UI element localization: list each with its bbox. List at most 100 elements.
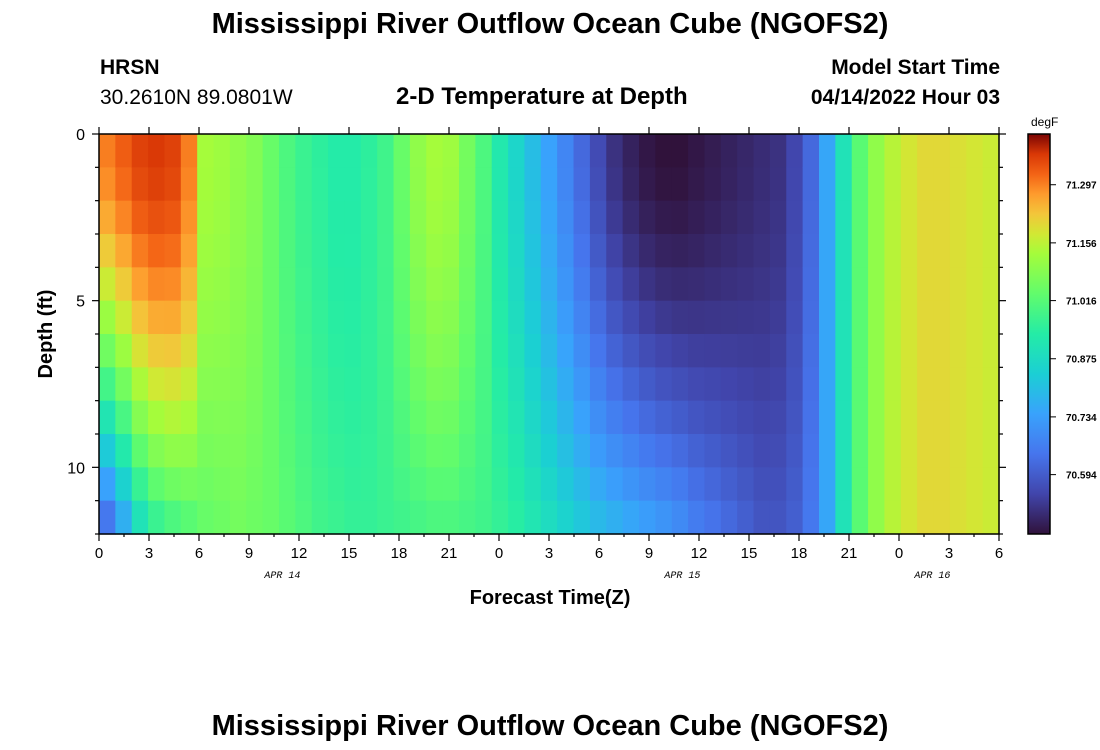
x-tick-label: 21 — [841, 545, 858, 562]
heatmap-cell — [540, 234, 558, 268]
heatmap-cell — [933, 267, 951, 302]
heatmap-cell — [753, 334, 771, 368]
heatmap-cell — [540, 434, 558, 468]
colorbar-ticks: 71.297 71.156 71.016 70.875 70.734 70.594 — [1050, 181, 1097, 482]
heatmap-cell — [360, 167, 378, 202]
heatmap-cell — [262, 400, 280, 435]
heatmap-cell — [753, 167, 771, 202]
heatmap-cell — [704, 334, 722, 368]
heatmap-cell — [655, 167, 673, 202]
heatmap-cell — [949, 267, 967, 302]
heatmap-cell — [229, 334, 247, 368]
heatmap-cell — [180, 500, 198, 535]
y-tick-label: 10 — [67, 460, 85, 477]
heatmap-cell — [802, 300, 820, 335]
heatmap-cell — [573, 200, 591, 235]
heatmap-cell — [377, 167, 395, 202]
heatmap-cell — [868, 434, 886, 468]
heatmap-cell — [671, 300, 689, 335]
heatmap-cell — [295, 334, 313, 368]
heatmap-cell — [884, 300, 902, 335]
y-axis-label: Depth (ft) — [35, 290, 57, 379]
heatmap-cell — [262, 334, 280, 368]
heatmap-cell — [769, 500, 787, 535]
heatmap-cell — [131, 234, 149, 268]
heatmap-cell — [589, 400, 607, 435]
heatmap-cell — [295, 400, 313, 435]
station-name: HRSN — [100, 56, 160, 79]
heatmap-cell — [229, 167, 247, 202]
heatmap-cell — [164, 200, 182, 235]
heatmap-cell — [655, 200, 673, 235]
heatmap-cell — [475, 300, 493, 335]
heatmap-cell — [851, 200, 869, 235]
heatmap-cell — [704, 367, 722, 402]
heatmap-cell — [229, 234, 247, 268]
heatmap-cell — [295, 300, 313, 335]
heatmap-cell — [360, 467, 378, 502]
heatmap-cell — [819, 467, 836, 502]
heatmap-cell — [540, 167, 558, 202]
heatmap-cell — [769, 134, 787, 168]
heatmap-cell — [459, 267, 476, 302]
heatmap-cell — [475, 267, 493, 302]
heatmap-cell — [786, 334, 804, 368]
heatmap-cell — [949, 367, 967, 402]
heatmap-cell — [819, 500, 836, 535]
heatmap-cell — [377, 434, 395, 468]
heatmap-cell — [737, 234, 755, 268]
heatmap-cell — [164, 134, 182, 168]
heatmap-cell — [884, 467, 902, 502]
heatmap-cell — [557, 334, 575, 368]
heatmap-cell — [900, 434, 918, 468]
heatmap-cell — [737, 267, 755, 302]
x-tick-label: 6 — [995, 545, 1003, 562]
heatmap-cell — [851, 134, 869, 168]
heatmap-cell — [802, 467, 820, 502]
heatmap-cell — [246, 334, 264, 368]
heatmap-cell — [933, 434, 951, 468]
heatmap-cell — [115, 234, 133, 268]
date-label: APR 15 — [663, 571, 700, 582]
heatmap-cell — [622, 167, 640, 202]
heatmap-cell — [949, 500, 967, 535]
heatmap-cell — [491, 400, 509, 435]
heatmap-cell — [966, 434, 984, 468]
heatmap-cell — [279, 467, 296, 502]
heatmap-cell — [753, 467, 771, 502]
heatmap-cell — [868, 200, 886, 235]
heatmap-cell — [475, 134, 493, 168]
heatmap-cell — [868, 234, 886, 268]
heatmap-cell — [786, 400, 804, 435]
heatmap-cell — [491, 467, 509, 502]
x-tick-label: 12 — [691, 545, 708, 562]
heatmap-cell — [884, 367, 902, 402]
heatmap-cell — [197, 500, 215, 535]
heatmap-cell — [606, 167, 624, 202]
heatmap-cell — [769, 467, 787, 502]
heatmap-cell — [524, 300, 542, 335]
heatmap-cell — [148, 234, 166, 268]
heatmap-cell — [246, 134, 264, 168]
heatmap-cell — [229, 500, 247, 535]
heatmap-cell — [328, 200, 346, 235]
heatmap-cell — [164, 500, 182, 535]
heatmap-cell — [671, 467, 689, 502]
heatmap-cell — [737, 467, 755, 502]
heatmap-cell — [377, 367, 395, 402]
heatmap-cell — [851, 334, 869, 368]
heatmap-cell — [949, 400, 967, 435]
colorbar-unit: degF — [1031, 115, 1058, 129]
heatmap-cell — [819, 367, 836, 402]
heatmap-cell — [868, 134, 886, 168]
heatmap-cell — [835, 367, 853, 402]
heatmap-cell — [769, 200, 787, 235]
heatmap-cell — [115, 134, 133, 168]
heatmap-cell — [409, 434, 427, 468]
heatmap-cell — [213, 500, 231, 535]
heatmap-cell — [197, 467, 215, 502]
heatmap-cell — [360, 434, 378, 468]
heatmap-cell — [99, 234, 116, 268]
heatmap-cell — [802, 134, 820, 168]
